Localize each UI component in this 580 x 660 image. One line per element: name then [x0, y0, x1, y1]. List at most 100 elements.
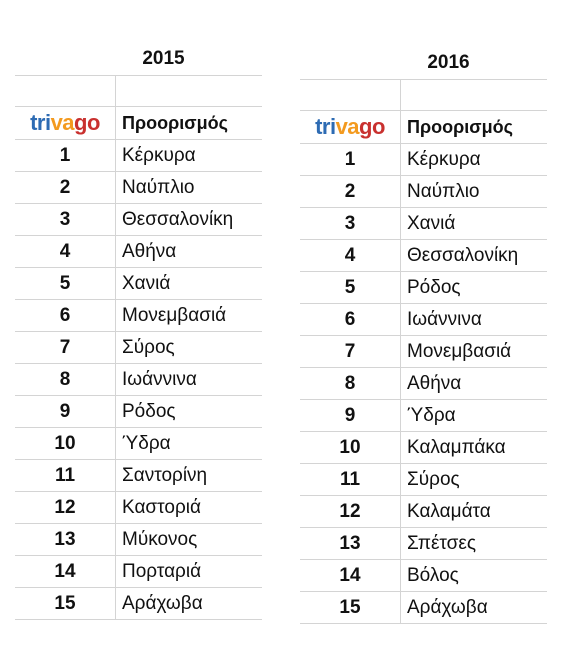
destination-cell: Ύδρα — [115, 427, 262, 460]
destination-cell: Ιωάννινα — [400, 303, 547, 336]
rank-cell: 14 — [15, 555, 116, 588]
trivago-logo: trivago — [315, 114, 385, 140]
spacer-cell — [15, 75, 116, 107]
rank-cell: 13 — [15, 523, 116, 556]
destination-cell: Σπέτσες — [400, 527, 547, 560]
destination-cell: Πορταριά — [115, 555, 262, 588]
logo-part: va — [50, 110, 75, 135]
table-row: 14 Βόλος — [300, 559, 547, 592]
rank-cell: 2 — [15, 171, 116, 204]
rank-cell: 4 — [300, 239, 401, 272]
table-row: 15 Αράχωβα — [300, 591, 547, 624]
trivago-logo: trivago — [30, 110, 100, 136]
rank-cell: 6 — [15, 299, 116, 332]
destination-cell: Κέρκυρα — [400, 143, 547, 176]
table-row: 10 Καλαμπάκα — [300, 431, 547, 464]
destination-cell: Ναύπλιο — [400, 175, 547, 208]
table-row: 9 Ύδρα — [300, 399, 547, 432]
table-row: 12 Καλαμάτα — [300, 495, 547, 528]
table-row: 4 Θεσσαλονίκη — [300, 239, 547, 272]
table-row: 13 Σπέτσες — [300, 527, 547, 560]
table-row: 5 Χανιά — [15, 267, 262, 300]
table-row: 13 Μύκονος — [15, 523, 262, 556]
destination-cell: Σαντορίνη — [115, 459, 262, 492]
destination-cell: Χανιά — [400, 207, 547, 240]
rank-cell: 6 — [300, 303, 401, 336]
rank-cell: 11 — [15, 459, 116, 492]
destination-cell: Ρόδος — [400, 271, 547, 304]
destination-cell: Ναύπλιο — [115, 171, 262, 204]
year-heading: 2016 — [427, 52, 470, 73]
rank-cell: 11 — [300, 463, 401, 496]
table-row: 10 Ύδρα — [15, 427, 262, 460]
destination-cell: Βόλος — [400, 559, 547, 592]
destination-cell: Μύκονος — [115, 523, 262, 556]
rank-cell: 7 — [300, 335, 401, 368]
table-row: 12 Καστοριά — [15, 491, 262, 524]
destination-cell: Θεσσαλονίκη — [400, 239, 547, 272]
header-row: trivago Προορισμός — [15, 106, 262, 140]
destination-cell: Αράχωβα — [115, 587, 262, 620]
table-row: 2 Ναύπλιο — [300, 175, 547, 208]
table-row: 14 Πορταριά — [15, 555, 262, 588]
rank-cell: 8 — [300, 367, 401, 400]
table-row: 7 Σύρος — [15, 331, 262, 364]
destination-cell: Μονεμβασιά — [115, 299, 262, 332]
ranking-table-2016: 2016 trivago Προορισμός 1 Κέρκυρα 2 Ναύπλιο… — [300, 46, 547, 624]
destination-cell: Θεσσαλονίκη — [115, 203, 262, 236]
table-row: 15 Αράχωβα — [15, 587, 262, 620]
destination-cell: Κέρκυρα — [115, 139, 262, 172]
ranking-table: trivago Προορισμός 1 Κέρκυρα 2 Ναύπλιο 3 Χανι… — [300, 79, 547, 624]
table-row: 11 Σύρος — [300, 463, 547, 496]
rank-cell: 3 — [300, 207, 401, 240]
destination-cell: Καλαμάτα — [400, 495, 547, 528]
rank-cell: 12 — [15, 491, 116, 524]
destination-cell: Ιωάννινα — [115, 363, 262, 396]
rank-cell: 3 — [15, 203, 116, 236]
destination-header: Προορισμός — [115, 106, 262, 140]
destination-cell: Αθήνα — [400, 367, 547, 400]
header-row: trivago Προορισμός — [300, 110, 547, 144]
table-row: 5 Ρόδος — [300, 271, 547, 304]
rank-cell: 9 — [15, 395, 116, 428]
rank-cell: 9 — [300, 399, 401, 432]
spacer-cell — [300, 79, 401, 111]
rank-cell: 10 — [300, 431, 401, 464]
table-row: 7 Μονεμβασιά — [300, 335, 547, 368]
destination-cell: Χανιά — [115, 267, 262, 300]
table-row: 3 Χανιά — [300, 207, 547, 240]
rank-cell: 5 — [15, 267, 116, 300]
destination-cell: Αθήνα — [115, 235, 262, 268]
ranking-table-body: trivago Προορισμός 1 Κέρκυρα 2 Ναύπλιο 3 Θεσσ… — [15, 75, 262, 620]
destination-cell: Καστοριά — [115, 491, 262, 524]
table-row: 9 Ρόδος — [15, 395, 262, 428]
destination-cell: Σύρος — [400, 463, 547, 496]
spacer-row — [300, 79, 547, 111]
table-row: 1 Κέρκυρα — [15, 139, 262, 172]
ranking-table: trivago Προορισμός 1 Κέρκυρα 2 Ναύπλιο 3 Θεσσ… — [15, 75, 262, 620]
table-row: 6 Μονεμβασιά — [15, 299, 262, 332]
destination-cell: Ρόδος — [115, 395, 262, 428]
rank-cell: 15 — [15, 587, 116, 620]
logo-cell: trivago — [300, 110, 401, 144]
table-row: 4 Αθήνα — [15, 235, 262, 268]
rank-cell: 14 — [300, 559, 401, 592]
logo-part: tri — [30, 110, 51, 135]
rank-cell: 8 — [15, 363, 116, 396]
spacer-cell — [400, 79, 547, 111]
table-row: 8 Αθήνα — [300, 367, 547, 400]
rank-cell: 7 — [15, 331, 116, 364]
destination-cell: Σύρος — [115, 331, 262, 364]
rank-cell: 15 — [300, 591, 401, 624]
destination-header: Προορισμός — [400, 110, 547, 144]
destination-cell: Ύδρα — [400, 399, 547, 432]
rank-cell: 5 — [300, 271, 401, 304]
rank-cell: 4 — [15, 235, 116, 268]
destination-cell: Μονεμβασιά — [400, 335, 547, 368]
table-row: 11 Σαντορίνη — [15, 459, 262, 492]
rank-cell: 2 — [300, 175, 401, 208]
logo-part: go — [74, 110, 100, 135]
spacer-row — [15, 75, 262, 107]
rank-cell: 1 — [15, 139, 116, 172]
logo-cell: trivago — [15, 106, 116, 140]
